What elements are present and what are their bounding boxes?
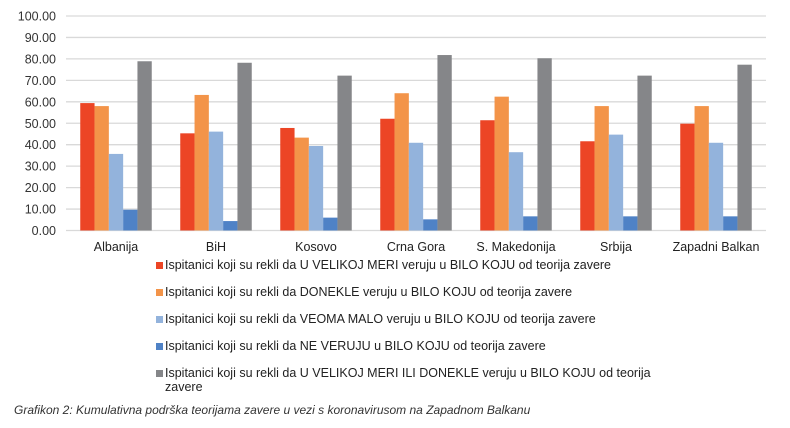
bar	[394, 93, 409, 231]
bar	[80, 103, 95, 231]
bar	[194, 94, 209, 231]
legend-item: Ispitanici koji su rekli da U VELIKOJ ME…	[156, 258, 656, 285]
y-tick-label: 90.00	[25, 31, 56, 45]
bar	[594, 106, 609, 231]
x-tick-label: Crna Gora	[387, 240, 445, 254]
legend-swatch	[156, 316, 163, 323]
bar	[494, 96, 509, 231]
legend-label: Ispitanici koji su rekli da U VELIKOJ ME…	[165, 258, 612, 272]
bar	[294, 137, 309, 231]
bar	[508, 152, 524, 231]
y-tick-label: 0.00	[32, 224, 56, 238]
bar-chart: 0.00 10.00 20.00 30.00 40.00 50.00 60.00 70.00 8…	[18, 10, 766, 254]
x-tick-label: Albanija	[94, 240, 139, 254]
legend-item: Ispitanici koji su rekli da NE VERUJU u …	[156, 339, 656, 366]
y-tick-label: 10.00	[25, 203, 56, 217]
x-tick-label: S. Makedonija	[476, 240, 555, 254]
bar	[680, 123, 695, 231]
y-tick-label: 80.00	[25, 52, 56, 66]
x-tick-label: Srbija	[600, 240, 632, 254]
bar	[708, 142, 724, 231]
bar	[580, 141, 595, 231]
bar	[380, 118, 395, 231]
bar	[337, 75, 352, 231]
x-tick-label: Kosovo	[295, 240, 337, 254]
bar	[237, 62, 252, 231]
bar	[280, 127, 295, 231]
bar	[537, 58, 552, 231]
y-tick-label: 50.00	[25, 117, 56, 131]
y-tick-label: 70.00	[25, 74, 56, 88]
bar	[737, 64, 752, 231]
bar	[623, 216, 638, 231]
legend-label: Ispitanici koji su rekli da DONEKLE veru…	[165, 285, 573, 299]
y-tick-label: 20.00	[25, 181, 56, 195]
bar	[437, 55, 452, 231]
bar	[180, 133, 195, 231]
legend-label: Ispitanici koji su rekli da NE VERUJU u …	[165, 339, 546, 353]
legend-item: Ispitanici koji su rekli da DONEKLE veru…	[156, 285, 656, 312]
bar	[637, 75, 652, 231]
bar	[137, 61, 152, 231]
bar	[694, 106, 709, 231]
legend: Ispitanici koji su rekli da U VELIKOJ ME…	[156, 258, 656, 394]
bar	[123, 209, 138, 231]
y-tick-label: 30.00	[25, 160, 56, 174]
x-tick-label: BiH	[206, 240, 226, 254]
bar	[94, 106, 109, 231]
bar	[308, 145, 324, 231]
legend-label: Ispitanici koji su rekli da U VELIKOJ ME…	[165, 366, 651, 394]
bar	[523, 216, 538, 231]
legend-label: Ispitanici koji su rekli da VEOMA MALO v…	[165, 312, 596, 326]
legend-swatch	[156, 370, 163, 377]
y-tick-label: 40.00	[25, 138, 56, 152]
bar	[108, 153, 124, 231]
bar	[423, 219, 438, 231]
bar	[608, 134, 624, 231]
legend-swatch	[156, 289, 163, 296]
y-tick-label: 100.00	[18, 10, 56, 24]
figure-caption: Grafikon 2: Kumulativna podrška teorijam…	[14, 403, 531, 417]
bar	[223, 221, 238, 231]
legend-item: Ispitanici koji su rekli da VEOMA MALO v…	[156, 312, 656, 339]
legend-swatch	[156, 262, 163, 269]
bar	[480, 120, 495, 231]
bar	[408, 142, 424, 231]
bar	[208, 131, 224, 231]
legend-swatch	[156, 343, 163, 350]
y-tick-label: 60.00	[25, 95, 56, 109]
bar	[723, 216, 738, 231]
x-tick-label: Zapadni Balkan	[673, 240, 760, 254]
bar	[323, 217, 338, 231]
legend-item: Ispitanici koji su rekli da U VELIKOJ ME…	[156, 366, 656, 394]
